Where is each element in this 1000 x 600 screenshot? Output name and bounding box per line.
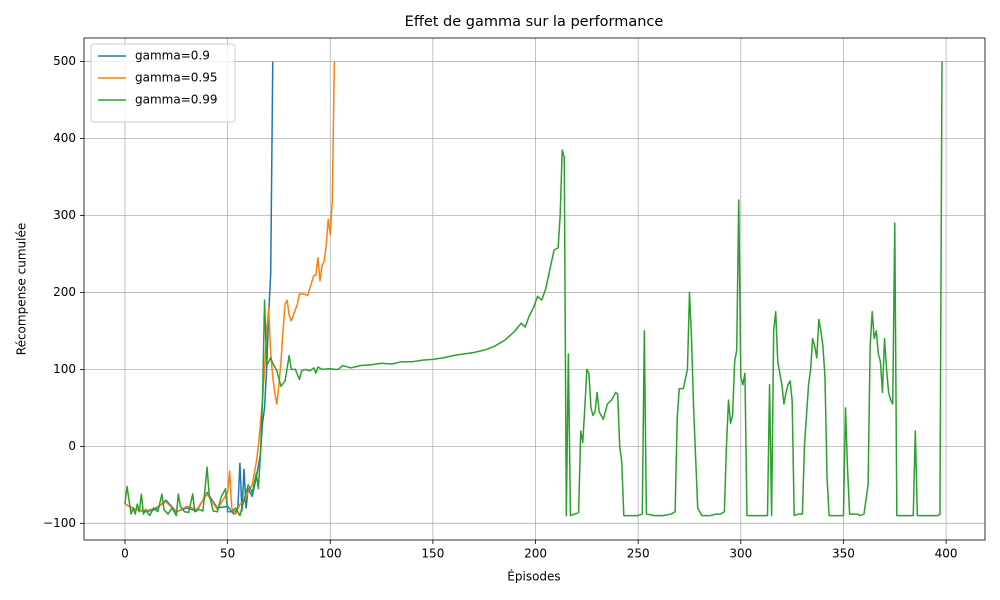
x-tick-label: 150: [421, 547, 444, 561]
legend-label: gamma=0.95: [135, 71, 217, 85]
legend-box: [90, 43, 236, 123]
x-tick-label: 300: [729, 547, 752, 561]
y-tick-label: 200: [53, 285, 76, 299]
x-tick-label: 250: [627, 547, 650, 561]
x-tick-label: 100: [319, 547, 342, 561]
y-tick-label: 100: [53, 362, 76, 376]
x-tick-label: 200: [524, 547, 547, 561]
chart-title: Effet de gamma sur la performance: [405, 14, 664, 30]
y-tick-label: 500: [53, 54, 76, 68]
x-axis-label: Épisodes: [507, 569, 560, 584]
y-axis-label: Récompense cumulée: [15, 223, 29, 355]
legend: gamma=0.9 gamma=0.95 gamma=0.99: [90, 43, 236, 123]
x-tick-label: 350: [832, 547, 855, 561]
y-tick-label: 0: [68, 439, 76, 453]
ticks: 0 50 100 150 200 250 300 350 400 −100 0 100 200 300 40…: [43, 54, 958, 560]
y-tick-label: 300: [53, 208, 76, 222]
series-line: [124, 61, 274, 515]
x-tick-label: 50: [220, 547, 235, 561]
x-tick-label: 0: [121, 547, 129, 561]
series-line: [124, 61, 943, 517]
grid: [84, 38, 985, 540]
legend-label: gamma=0.99: [135, 93, 217, 107]
series-line: [124, 61, 336, 515]
x-tick-label: 400: [935, 547, 958, 561]
legend-label: gamma=0.9: [135, 49, 210, 63]
y-tick-label: −100: [43, 516, 76, 530]
plot-lines: [124, 61, 943, 517]
axes-frame: [83, 37, 986, 541]
y-tick-label: 400: [53, 131, 76, 145]
